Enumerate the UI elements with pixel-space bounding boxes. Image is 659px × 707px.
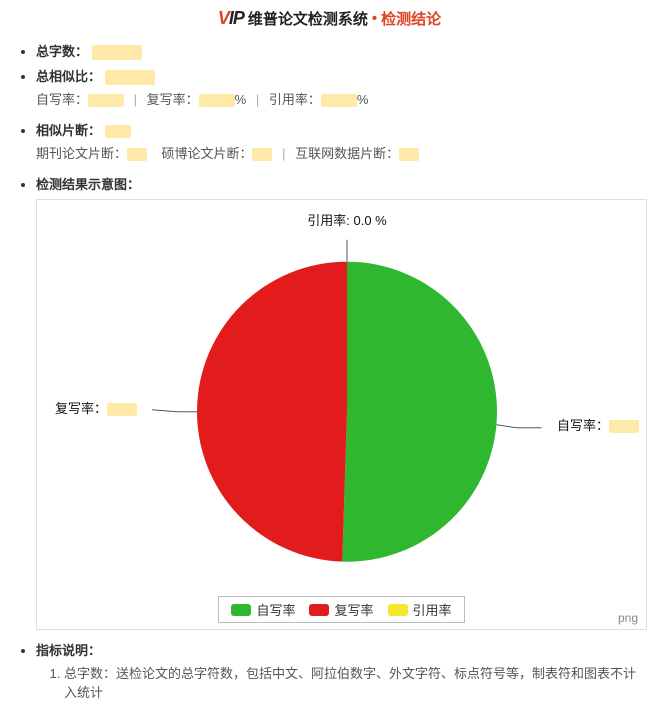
stat-label: 检测结果示意图：	[36, 177, 140, 192]
pct-suffix: %	[357, 92, 369, 107]
self-write-text: 自写率：	[557, 418, 609, 433]
separator-dot: •	[372, 10, 377, 27]
redacted-value	[127, 148, 147, 161]
logo-mark: VIP	[218, 8, 244, 29]
cite-rate-value: 0.0 %	[354, 213, 387, 228]
stat-similarity: 总相似比： 自写率： | 复写率：% | 引用率：%	[36, 66, 647, 114]
logo-v: V	[218, 8, 229, 28]
thesis-frag-label: 硕博论文片断：	[161, 146, 252, 161]
journal-frag-label: 期刊论文片断：	[36, 146, 127, 161]
stat-label: 相似片断：	[36, 123, 101, 138]
stat-label: 总字数：	[36, 44, 88, 59]
content: 总字数： 总相似比： 自写率： | 复写率：% | 引用率：% 相似片断： 期刊…	[0, 41, 659, 701]
redacted-value	[199, 94, 235, 107]
stat-label: 总相似比：	[36, 69, 101, 84]
separator: |	[134, 92, 137, 107]
copy-rate-text: 复写率：	[55, 401, 107, 416]
system-name: 维普论文检测系统	[248, 8, 368, 29]
cite-rate-text: 引用率	[307, 213, 346, 228]
redacted-value	[609, 420, 639, 433]
web-frag-label: 互联网数据片断：	[295, 146, 399, 161]
redacted-value	[105, 70, 155, 85]
notes-list: 总字数：送检论文的总字符数，包括中文、阿拉伯数字、外文字符、标点符号等，制表符和…	[36, 663, 647, 701]
logo: VIP 维普论文检测系统 • 检测结论	[218, 8, 441, 29]
redacted-value	[88, 94, 124, 107]
stat-notes: 指标说明： 总字数：送检论文的总字符数，包括中文、阿拉伯数字、外文字符、标点符号…	[36, 640, 647, 701]
logo-ip: IP	[229, 8, 244, 28]
redacted-value	[252, 148, 272, 161]
stat-fragments: 相似片断： 期刊论文片断： 硕博论文片断： | 互联网数据片断：	[36, 120, 647, 168]
chart-container: 引用率: 0.0 % 复写率： 自写率： 自写率复写率引用率 png	[36, 199, 647, 630]
pie-chart: 引用率: 0.0 % 复写率： 自写率：	[47, 210, 647, 590]
redacted-value	[399, 148, 419, 161]
chart-label-top: 引用率: 0.0 %	[307, 210, 387, 229]
pct-suffix: %	[235, 92, 247, 107]
separator: |	[282, 146, 285, 161]
fragments-breakdown: 期刊论文片断： 硕博论文片断： | 互联网数据片断：	[36, 139, 647, 168]
png-label: png	[618, 611, 638, 625]
notes-title: 指标说明：	[36, 640, 647, 659]
stat-diagram: 检测结果示意图： 引用率: 0.0 % 复写率： 自写率： 自写率复写率引用率 …	[36, 174, 647, 630]
redacted-value	[107, 403, 137, 416]
stats-list: 总字数： 总相似比： 自写率： | 复写率：% | 引用率：% 相似片断： 期刊…	[12, 41, 647, 701]
chart-label-right: 自写率：	[557, 415, 639, 434]
report-header: VIP 维普论文检测系统 • 检测结论	[0, 0, 659, 41]
report-subtitle: 检测结论	[381, 8, 441, 29]
stat-total-chars: 总字数：	[36, 41, 647, 60]
copy-rate-label: 复写率：	[147, 92, 199, 107]
redacted-value	[92, 45, 142, 60]
separator: |	[256, 92, 259, 107]
self-write-label: 自写率：	[36, 92, 88, 107]
redacted-value	[321, 94, 357, 107]
similarity-breakdown: 自写率： | 复写率：% | 引用率：%	[36, 85, 647, 114]
cite-rate-label: 引用率：	[269, 92, 321, 107]
redacted-value	[105, 125, 131, 138]
note-item: 总字数：送检论文的总字符数，包括中文、阿拉伯数字、外文字符、标点符号等，制表符和…	[64, 663, 647, 701]
chart-label-left: 复写率：	[55, 398, 137, 417]
